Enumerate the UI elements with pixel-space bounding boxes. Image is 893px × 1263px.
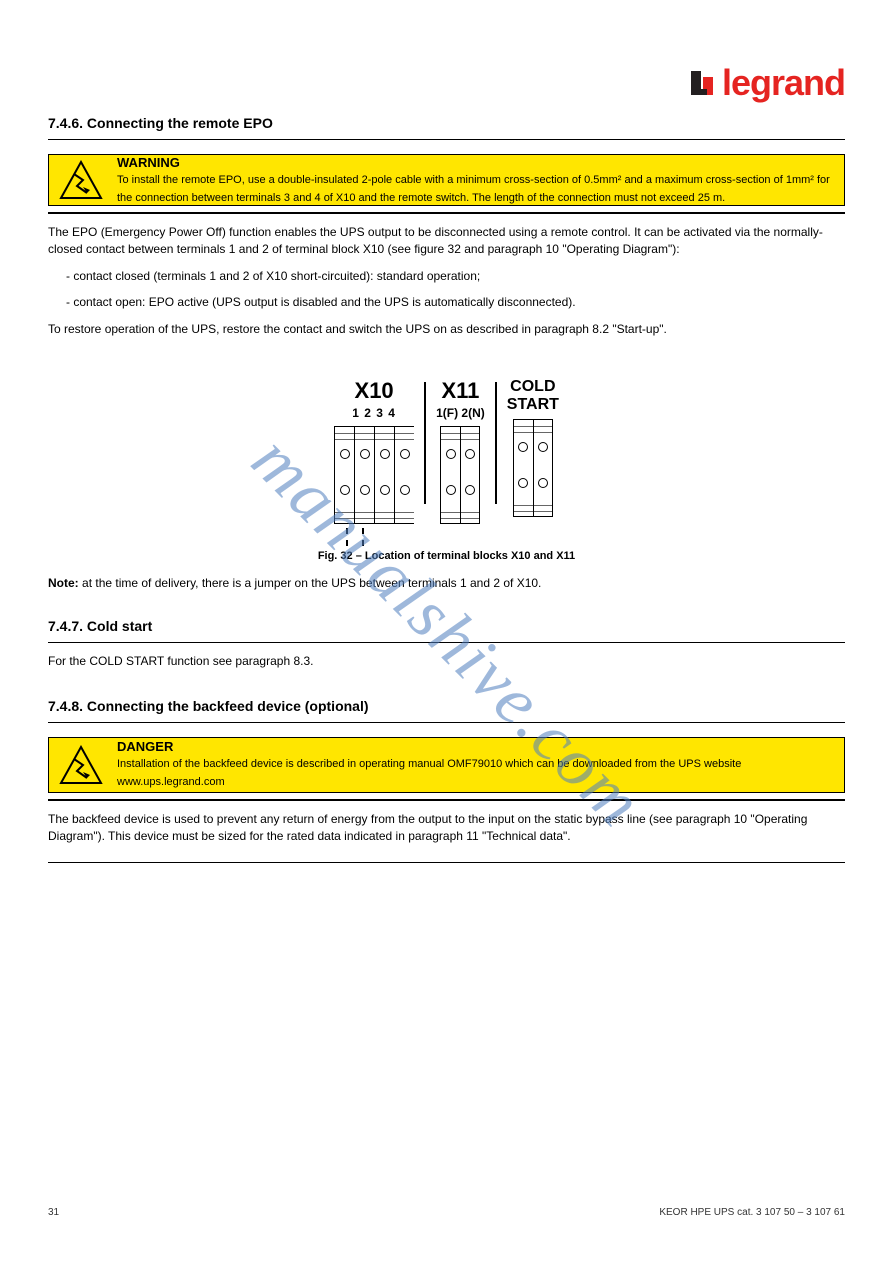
x10-terminal-block [334, 426, 414, 524]
divider [48, 862, 845, 863]
divider-heavy [48, 799, 845, 801]
note-label: Note: [48, 576, 79, 590]
fig-x11-title: X11 [441, 378, 479, 404]
fig-x10-sub: 1 2 3 4 [352, 406, 396, 420]
x11-terminal-block [440, 426, 480, 524]
note-body: at the time of delivery, there is a jump… [82, 576, 541, 590]
paragraph-epo-restore: To restore operation of the UPS, restore… [48, 321, 845, 338]
paragraph-backfeed: The backfeed device is used to prevent a… [48, 811, 845, 845]
figure-terminal-blocks: X10 1 2 3 4 X11 1(F) 2(N) [48, 378, 845, 524]
divider [48, 642, 845, 643]
note-epo: Note: at the time of delivery, there is … [48, 576, 845, 590]
warning-triangle-icon [59, 745, 103, 785]
warning-banner-epo: WARNING To install the remote EPO, use a… [48, 154, 845, 206]
paragraph-epo-bullet1: - contact closed (terminals 1 and 2 of X… [78, 268, 845, 285]
figure-group-x11: X11 1(F) 2(N) [426, 378, 495, 524]
page-footer: 31 KEOR HPE UPS cat. 3 107 50 – 3 107 61 [48, 1207, 845, 1218]
fig-cold-line2: START [507, 396, 559, 413]
section-title-coldstart: 7.4.7. Cold start [48, 618, 845, 634]
page-number: 31 [48, 1207, 59, 1218]
footer-product: KEOR HPE UPS cat. 3 107 50 – 3 107 61 [659, 1207, 845, 1218]
x10-lead-wires [346, 528, 364, 546]
brand-name: legrand [722, 62, 845, 104]
figure-caption: Fig. 32 – Location of terminal blocks X1… [48, 550, 845, 562]
section-title-backfeed: 7.4.8. Connecting the backfeed device (o… [48, 698, 845, 714]
paragraph-coldstart: For the COLD START function see paragrap… [48, 653, 845, 670]
danger-body: Installation of the backfeed device is d… [117, 758, 741, 788]
fig-x10-title: X10 [355, 378, 394, 404]
danger-heading: DANGER [117, 739, 834, 754]
warning-triangle-icon [59, 160, 103, 200]
coldstart-terminal-block [513, 419, 553, 517]
divider-heavy [48, 212, 845, 214]
brand-logo: legrand [688, 62, 845, 104]
figure-group-x10: X10 1 2 3 4 [324, 378, 424, 524]
legrand-mark-icon [688, 69, 716, 97]
warning-body: To install the remote EPO, use a double-… [117, 174, 830, 204]
fig-x11-sub: 1(F) 2(N) [436, 406, 485, 420]
paragraph-epo-bullet2: - contact open: EPO active (UPS output i… [78, 294, 845, 311]
section-title-epo: 7.4.6. Connecting the remote EPO [48, 115, 845, 131]
warning-heading: WARNING [117, 155, 834, 170]
danger-banner: DANGER Installation of the backfeed devi… [48, 737, 845, 793]
fig-cold-title: COLD START [507, 378, 559, 413]
paragraph-epo-intro: The EPO (Emergency Power Off) function e… [48, 224, 845, 258]
fig-cold-line1: COLD [510, 378, 555, 395]
figure-group-coldstart: COLD START [497, 378, 569, 517]
